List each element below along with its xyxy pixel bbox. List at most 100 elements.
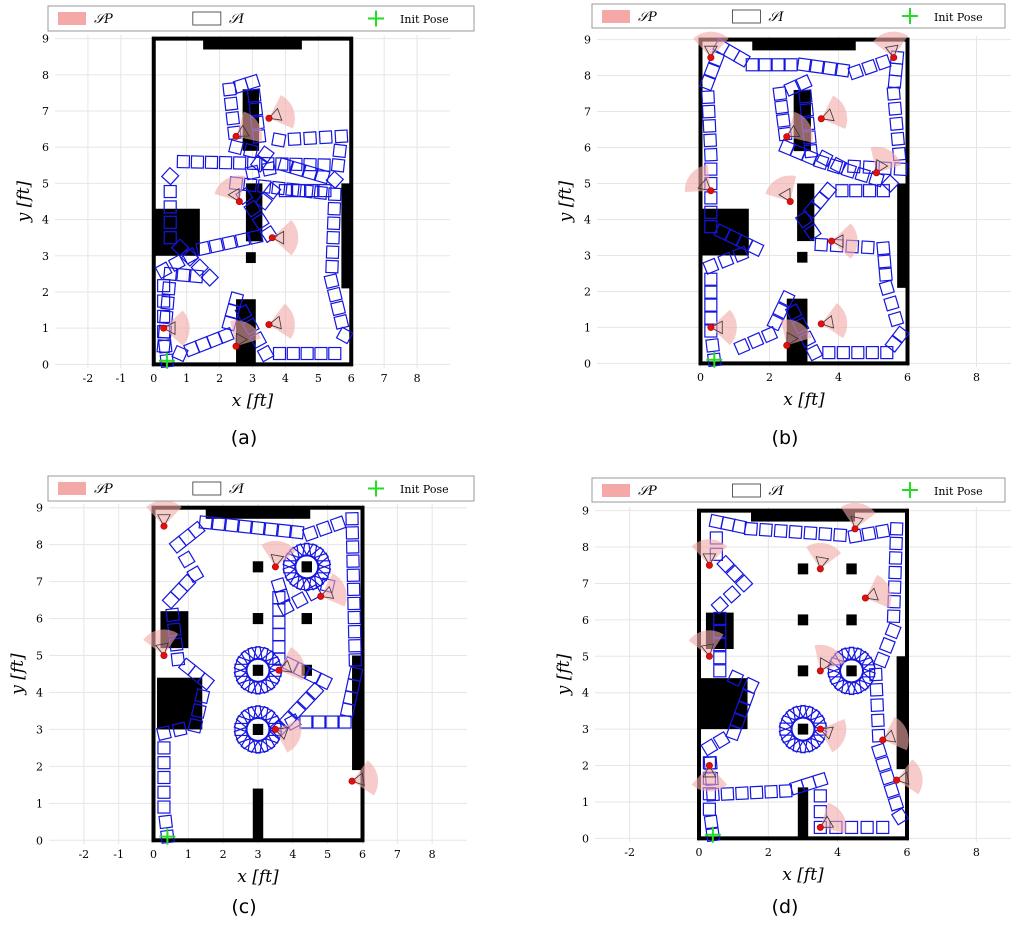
sensing-wedge — [882, 716, 909, 751]
obstacle — [203, 38, 302, 50]
sensing-poses — [684, 31, 908, 349]
y-tick-label: 6 — [582, 614, 589, 627]
legend: 𝒮P 𝒮I Init Pose — [47, 475, 475, 502]
robot-triangle — [819, 657, 833, 672]
caption-c: (c) — [231, 896, 257, 918]
pose-square — [876, 241, 891, 256]
y-tick-label: 9 — [36, 502, 43, 515]
x-tick-label: 2 — [216, 372, 223, 385]
pose-square — [315, 520, 333, 538]
pose-square — [323, 273, 340, 290]
pose-square — [725, 724, 743, 742]
pose-square — [250, 520, 266, 536]
sensing-marker — [160, 324, 168, 332]
sensing-marker — [861, 594, 869, 602]
sensing-wedge — [146, 500, 182, 527]
y-tick-label: 7 — [36, 576, 43, 589]
y-tick-label: 1 — [36, 797, 43, 810]
x-tick-label: 0 — [696, 846, 703, 859]
pose-square — [772, 301, 790, 320]
y-tick-label: 5 — [584, 178, 591, 191]
x-tick-label: 6 — [359, 848, 366, 861]
y-tick-label: 4 — [36, 686, 43, 699]
pose-square — [725, 564, 745, 584]
pose-square — [806, 708, 826, 728]
pose-square — [261, 709, 281, 728]
pose-square — [814, 237, 829, 252]
pose-square — [276, 523, 292, 539]
pose-square — [325, 715, 339, 729]
pose-square — [346, 554, 360, 568]
pose-square — [256, 145, 275, 164]
pose-square — [315, 672, 334, 691]
chart-panel-d: -2 0 2 4 6 8 0 1 2 3 4 5 6 7 8 9 x [ft] y [ft] 𝒮P 𝒮I Init Po… — [554, 477, 1011, 885]
pose-square — [243, 199, 262, 218]
pose-square — [157, 770, 171, 785]
x-axis-label: x [ft] — [783, 390, 825, 410]
pose-square — [809, 59, 825, 75]
pose-square — [886, 609, 901, 624]
pose-square — [836, 346, 850, 360]
y-tick-label: 8 — [582, 541, 589, 554]
robot-triangle — [268, 107, 283, 121]
sensing-marker — [705, 762, 713, 770]
pose-square — [732, 49, 751, 68]
pose-square — [157, 741, 171, 755]
obstacle — [797, 787, 809, 839]
pose-square — [796, 57, 812, 73]
sensing-marker — [890, 54, 898, 62]
pose-square — [180, 248, 200, 267]
x-tick-label: -2 — [83, 372, 94, 385]
pose-square — [301, 525, 319, 542]
pose-square — [788, 524, 803, 540]
pose-square — [822, 346, 836, 360]
pose-square — [186, 565, 205, 584]
pose-square — [330, 158, 346, 173]
chart-panel-b: 0 2 4 6 8 0 1 2 3 4 5 6 7 8 9 x [ft] y [ft] 𝒮P 𝒮I Init Pose — [556, 3, 1011, 410]
pose-square — [177, 550, 196, 569]
sensing-wedge — [230, 320, 261, 347]
sensing-wedge — [143, 629, 179, 656]
legend-si-label: 𝒮I — [229, 12, 245, 27]
y-tick-label: 1 — [584, 321, 591, 334]
pose-square — [734, 574, 754, 593]
pose-square — [157, 309, 171, 324]
pose-square — [880, 174, 900, 193]
pose-square — [891, 325, 910, 344]
legend-sp-swatch — [602, 484, 630, 497]
obstacle — [252, 723, 264, 735]
x-tick-label: -2 — [624, 846, 635, 859]
sensing-marker — [872, 169, 880, 177]
y-tick-label: 5 — [36, 650, 43, 663]
robot-triangle — [700, 643, 715, 658]
y-tick-label: 8 — [584, 70, 591, 83]
pose-square — [345, 540, 360, 554]
pose-square — [783, 79, 801, 97]
pose-square — [160, 295, 175, 311]
y-tick-label: 3 — [582, 723, 589, 736]
pose-square — [794, 210, 814, 229]
pose-square — [195, 240, 211, 257]
y-tick-label: 1 — [582, 796, 589, 809]
obstacle — [846, 665, 857, 677]
pose-square — [163, 184, 177, 199]
sensing-wedge — [352, 760, 379, 796]
pose-square — [774, 99, 789, 115]
pose-square — [880, 346, 894, 360]
pose-square — [211, 516, 227, 532]
x-axis-label: x [ft] — [232, 391, 274, 411]
pose-square — [263, 181, 282, 200]
pose-square — [261, 161, 277, 177]
pose-square — [861, 526, 877, 542]
x-axis-label: x [ft] — [782, 865, 824, 885]
pose-square — [822, 60, 838, 76]
sensing-wedge — [821, 303, 848, 338]
sensing-wedge — [821, 95, 848, 129]
x-tick-label: -2 — [78, 848, 89, 861]
x-tick-label: 1 — [183, 372, 190, 385]
pose-square — [704, 205, 718, 219]
legend-sp-swatch — [602, 10, 630, 23]
pose-square — [862, 184, 877, 198]
obstacle — [341, 183, 352, 289]
x-tick-label: 4 — [289, 848, 296, 861]
